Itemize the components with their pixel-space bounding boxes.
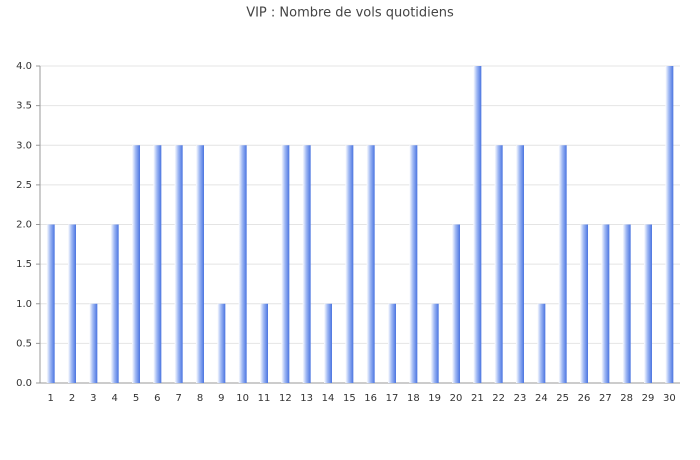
y-tick-label: 1.5 [16, 259, 32, 270]
x-tick-label: 22 [492, 393, 505, 404]
bar [366, 145, 375, 383]
bar [516, 145, 524, 383]
y-tick-label: 2.5 [16, 180, 32, 191]
bar [46, 224, 55, 383]
x-tick-label: 6 [154, 393, 160, 404]
x-tick-label: 24 [535, 393, 548, 404]
bar [324, 303, 332, 383]
x-tick-label: 23 [514, 393, 527, 404]
bar [68, 224, 76, 383]
x-tick-label: 27 [599, 393, 612, 404]
x-tick-label: 3 [90, 393, 96, 404]
bar [196, 145, 204, 383]
bar [388, 303, 396, 383]
y-tick-label: 3.0 [16, 140, 32, 151]
bar [430, 303, 439, 383]
bar [644, 224, 652, 383]
y-tick-label: 3.5 [16, 101, 32, 112]
x-tick-label: 25 [556, 393, 569, 404]
x-tick-label: 2 [69, 393, 75, 404]
bar [217, 303, 226, 383]
y-tick-label: 2.0 [16, 220, 32, 231]
x-tick-label: 11 [258, 393, 271, 404]
bar [473, 66, 482, 383]
bar [537, 303, 546, 383]
x-tick-label: 4 [111, 393, 117, 404]
bar [238, 145, 247, 383]
x-tick-label: 26 [578, 393, 591, 404]
bar [452, 224, 460, 383]
x-tick-label: 9 [218, 393, 224, 404]
bar [494, 145, 503, 383]
x-tick-label: 14 [322, 393, 335, 404]
x-tick-label: 13 [300, 393, 313, 404]
x-tick-label: 5 [133, 393, 139, 404]
bar [281, 145, 290, 383]
x-tick-label: 30 [663, 393, 676, 404]
x-tick-label: 7 [175, 393, 181, 404]
x-tick-label: 17 [386, 393, 399, 404]
bar [601, 224, 610, 383]
y-tick-label: 4.0 [16, 61, 32, 72]
x-tick-label: 16 [364, 393, 377, 404]
x-tick-label: 10 [236, 393, 249, 404]
bar [409, 145, 418, 383]
bar [153, 145, 162, 383]
chart-title: VIP : Nombre de vols quotidiens [246, 6, 454, 21]
bar [622, 224, 631, 383]
bar [558, 145, 567, 383]
bar [110, 224, 119, 383]
x-tick-label: 19 [428, 393, 441, 404]
x-tick-label: 21 [471, 393, 484, 404]
x-tick-label: 29 [642, 393, 655, 404]
x-tick-label: 8 [197, 393, 203, 404]
x-tick-label: 18 [407, 393, 420, 404]
x-tick-label: 1 [47, 393, 53, 404]
x-tick-label: 12 [279, 393, 292, 404]
bar [302, 145, 311, 383]
bar [260, 303, 268, 383]
bar [132, 145, 140, 383]
y-tick-label: 0.0 [16, 378, 32, 389]
bar [89, 303, 98, 383]
x-tick-label: 28 [620, 393, 633, 404]
bar [580, 224, 588, 383]
bar [345, 145, 354, 383]
y-tick-label: 0.5 [16, 338, 32, 349]
y-tick-label: 1.0 [16, 299, 32, 310]
x-tick-label: 20 [450, 393, 463, 404]
bar [174, 145, 183, 383]
x-tick-label: 15 [343, 393, 356, 404]
bar [665, 66, 674, 383]
